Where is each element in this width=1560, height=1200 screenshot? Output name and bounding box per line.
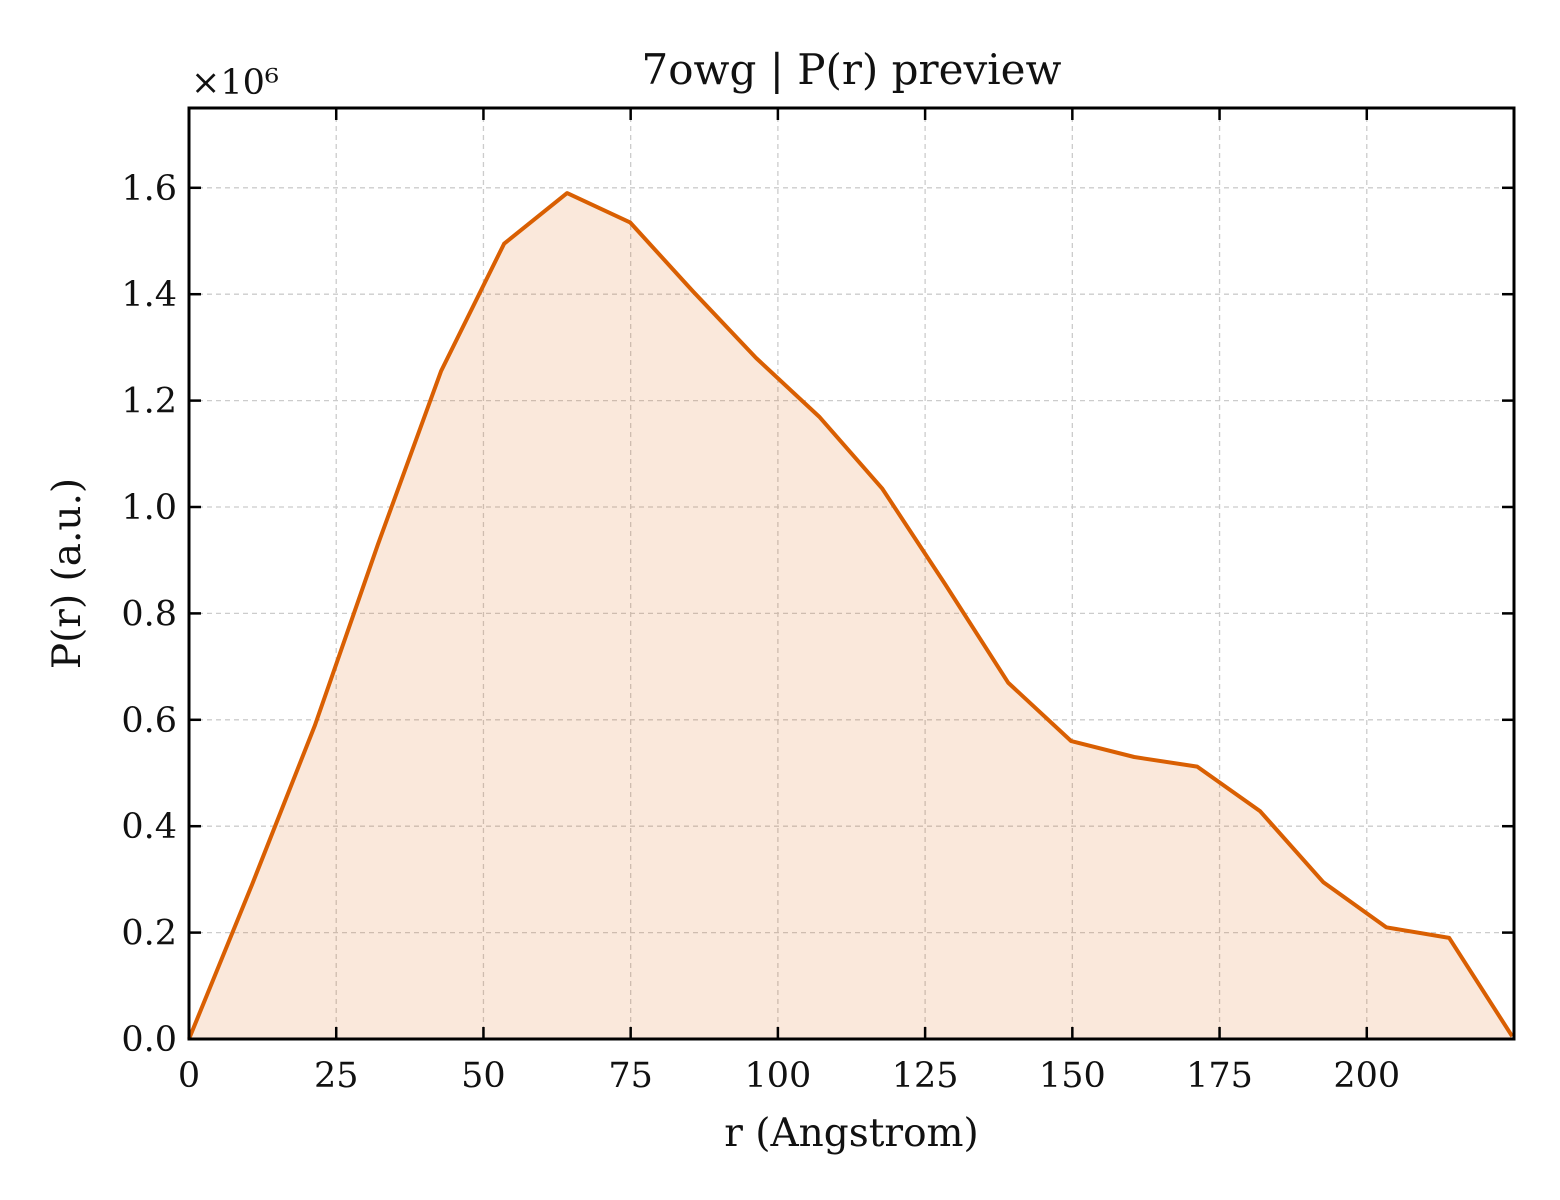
y-tick-label: 1.6 — [121, 169, 177, 209]
x-tick-label: 100 — [744, 1056, 811, 1096]
y-tick-label: 1.0 — [121, 488, 177, 528]
x-tick-label: 25 — [314, 1056, 359, 1096]
x-tick-label: 75 — [608, 1056, 653, 1096]
y-tick-label: 1.4 — [121, 275, 177, 315]
x-tick-label: 125 — [892, 1056, 959, 1096]
x-axis-label: r (Angstrom) — [724, 1111, 979, 1156]
y-tick-label: 0.2 — [121, 914, 177, 954]
x-tick-label: 200 — [1333, 1056, 1400, 1096]
y-tick-label: 0.4 — [121, 807, 177, 847]
y-tick-labels: 0.0 0.2 0.4 0.6 0.8 1.0 1.2 1.4 1.6 — [121, 169, 177, 1060]
x-tick-labels: 0 25 50 75 100 125 150 175 200 — [178, 1056, 1400, 1096]
y-tick-label: 0.8 — [121, 594, 177, 634]
y-axis-label: P(r) (a.u.) — [45, 478, 90, 669]
x-tick-label: 175 — [1186, 1056, 1253, 1096]
y-tick-label: 0.0 — [121, 1020, 177, 1060]
x-tick-label: 0 — [178, 1056, 200, 1096]
y-tick-label: 1.2 — [121, 382, 177, 422]
series-line — [187, 191, 1514, 1040]
y-scale-exponent: ×10⁶ — [191, 63, 279, 103]
axis-ticks — [187, 108, 1514, 1041]
grid-lines — [189, 108, 1514, 1039]
area-fill — [189, 193, 1513, 1040]
y-tick-label: 0.6 — [121, 701, 177, 741]
x-tick-label: 50 — [461, 1056, 506, 1096]
x-tick-label: 150 — [1039, 1056, 1106, 1096]
chart-title: 7owg | P(r) preview — [642, 45, 1062, 94]
plot-frame — [187, 106, 1516, 1041]
